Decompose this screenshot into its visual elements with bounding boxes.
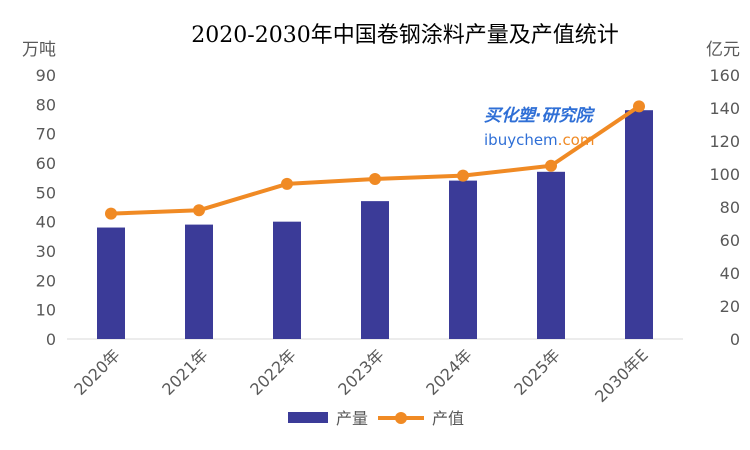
category-label: 2023年 <box>334 345 388 399</box>
category-label: 2030年E <box>591 345 652 406</box>
left-tick-label: 10 <box>36 301 56 320</box>
right-tick-label: 20 <box>720 297 740 316</box>
category-label: 2025年 <box>510 345 564 399</box>
bar <box>185 224 213 339</box>
bar <box>361 201 389 339</box>
legend-label-bar: 产量 <box>336 409 368 428</box>
line-point <box>105 207 117 220</box>
right-axis-ticks: 0 20 40 60 80 100 120 140 160 <box>709 66 740 349</box>
watermark-line1: 买化塑·研究院 <box>484 106 595 126</box>
watermark: 买化塑·研究院 ibuychem.com <box>484 106 595 149</box>
bar <box>97 227 125 339</box>
line-point <box>457 169 469 182</box>
left-axis-ticks: 0 10 20 30 40 50 60 70 80 90 <box>36 66 56 349</box>
chart-title: 2020-2030年中国卷钢涂料产量及产值统计 <box>191 23 618 48</box>
category-label: 2020年 <box>70 345 124 399</box>
right-tick-label: 0 <box>730 330 740 349</box>
left-axis-unit: 万吨 <box>22 40 56 60</box>
line-point <box>281 177 293 190</box>
line-series <box>105 100 645 220</box>
line-point <box>545 159 557 172</box>
category-label: 2021年 <box>158 345 212 399</box>
bar <box>449 180 477 339</box>
right-tick-label: 60 <box>720 231 740 250</box>
left-tick-label: 70 <box>36 125 56 144</box>
bar-series <box>97 110 653 339</box>
right-axis-unit: 亿元 <box>706 40 740 60</box>
category-labels: 2020年 2021年 2022年 2023年 2024年 2025年 2030年E <box>70 345 652 406</box>
right-tick-label: 140 <box>709 99 740 118</box>
legend-label-line: 产值 <box>432 409 464 428</box>
bar <box>625 110 653 339</box>
right-tick-label: 100 <box>709 165 740 184</box>
left-tick-label: 50 <box>36 183 56 202</box>
left-tick-label: 20 <box>36 271 56 290</box>
left-tick-label: 60 <box>36 154 56 173</box>
bar <box>273 221 301 339</box>
left-tick-label: 40 <box>36 213 56 232</box>
watermark-line2b: .com <box>558 131 595 149</box>
watermark-line2a: ibuychem <box>484 131 558 149</box>
left-tick-label: 30 <box>36 242 56 261</box>
legend-swatch-marker <box>395 412 407 424</box>
category-label: 2024年 <box>422 345 476 399</box>
right-tick-label: 120 <box>709 132 740 151</box>
category-label: 2022年 <box>246 345 300 399</box>
left-tick-label: 80 <box>36 95 56 114</box>
legend: 产量 产值 <box>288 409 464 428</box>
left-tick-label: 0 <box>46 330 56 349</box>
line-point <box>369 172 381 185</box>
bar <box>537 171 565 339</box>
right-tick-label: 160 <box>709 66 740 85</box>
right-tick-label: 80 <box>720 198 740 217</box>
right-tick-label: 40 <box>720 264 740 283</box>
watermark-line2: ibuychem.com <box>484 131 594 149</box>
line-point <box>633 100 645 113</box>
line-point <box>193 204 205 217</box>
left-tick-label: 90 <box>36 66 56 85</box>
legend-swatch-bar <box>288 412 328 423</box>
